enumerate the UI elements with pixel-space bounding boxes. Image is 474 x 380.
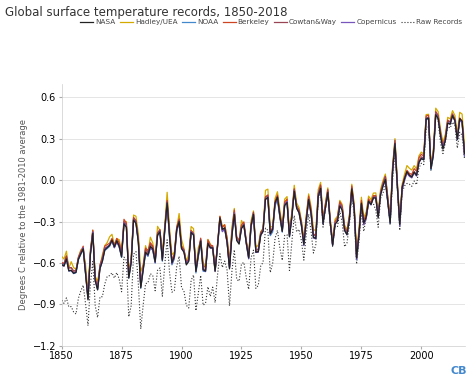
- Copernicus: [375, 215, 381, 220]
- Raw Records: [59, 298, 64, 302]
- Raw Records: [169, 290, 175, 294]
- Raw Records: [138, 327, 144, 331]
- Cowtan&Way: [219, 228, 225, 232]
- Copernicus: [85, 296, 91, 301]
- Cowtan&Way: [169, 259, 175, 263]
- Text: CB: CB: [450, 366, 467, 376]
- NOAA: [383, 177, 388, 182]
- Berkeley: [433, 109, 438, 114]
- NASA: [404, 169, 410, 174]
- Copernicus: [219, 230, 225, 234]
- Cowtan&Way: [59, 261, 64, 266]
- Raw Records: [383, 183, 388, 187]
- NOAA: [219, 228, 225, 233]
- Raw Records: [404, 181, 410, 186]
- NOAA: [169, 263, 175, 267]
- Berkeley: [59, 260, 64, 265]
- Cowtan&Way: [375, 214, 381, 218]
- NASA: [447, 122, 453, 127]
- NASA: [59, 262, 64, 267]
- Hadley/UEA: [462, 144, 467, 148]
- NASA: [219, 227, 225, 231]
- Line: NOAA: NOAA: [62, 115, 465, 299]
- Hadley/UEA: [404, 163, 410, 168]
- Copernicus: [169, 262, 175, 266]
- NASA: [433, 112, 438, 117]
- Hadley/UEA: [85, 291, 91, 295]
- NASA: [169, 261, 175, 265]
- Cowtan&Way: [85, 296, 91, 301]
- NASA: [375, 215, 381, 220]
- Copernicus: [383, 177, 388, 182]
- Line: Hadley/UEA: Hadley/UEA: [62, 108, 465, 293]
- Hadley/UEA: [375, 210, 381, 215]
- Cowtan&Way: [404, 169, 410, 174]
- Hadley/UEA: [169, 253, 175, 257]
- Raw Records: [462, 157, 467, 162]
- Raw Records: [447, 126, 453, 130]
- NASA: [383, 177, 388, 182]
- Copernicus: [447, 122, 453, 127]
- Hadley/UEA: [383, 172, 388, 176]
- Line: Raw Records: Raw Records: [62, 115, 465, 329]
- NOAA: [59, 261, 64, 266]
- NOAA: [433, 112, 438, 117]
- Raw Records: [433, 112, 438, 117]
- Text: Global surface temperature records, 1850-2018: Global surface temperature records, 1850…: [5, 6, 287, 19]
- Berkeley: [447, 120, 453, 124]
- Copernicus: [433, 111, 438, 116]
- Line: Berkeley: Berkeley: [62, 111, 465, 296]
- NOAA: [462, 154, 467, 158]
- Cowtan&Way: [433, 110, 438, 115]
- Cowtan&Way: [383, 174, 388, 179]
- Hadley/UEA: [433, 106, 438, 111]
- Line: Cowtan&Way: Cowtan&Way: [62, 112, 465, 299]
- NASA: [462, 152, 467, 156]
- Y-axis label: Degrees C relative to the 1981-2010 average: Degrees C relative to the 1981-2010 aver…: [19, 119, 28, 310]
- NOAA: [375, 214, 381, 218]
- NOAA: [85, 297, 91, 301]
- Hadley/UEA: [59, 254, 64, 258]
- Berkeley: [462, 152, 467, 156]
- NASA: [85, 298, 91, 302]
- Line: NASA: NASA: [62, 115, 465, 300]
- Copernicus: [404, 171, 410, 176]
- Raw Records: [375, 225, 381, 230]
- Copernicus: [462, 154, 467, 158]
- Legend: NASA, Hadley/UEA, NOAA, Berkeley, Cowtan&Way, Copernicus, Raw Records: NASA, Hadley/UEA, NOAA, Berkeley, Cowtan…: [80, 19, 462, 25]
- Line: Copernicus: Copernicus: [62, 114, 465, 298]
- Berkeley: [169, 258, 175, 263]
- Berkeley: [383, 174, 388, 179]
- NOAA: [404, 169, 410, 174]
- Berkeley: [85, 294, 91, 299]
- Berkeley: [375, 213, 381, 218]
- NOAA: [447, 122, 453, 126]
- Berkeley: [219, 225, 225, 230]
- Cowtan&Way: [462, 152, 467, 157]
- Cowtan&Way: [447, 120, 453, 125]
- Copernicus: [59, 263, 64, 268]
- Hadley/UEA: [447, 117, 453, 121]
- Raw Records: [219, 265, 225, 270]
- Hadley/UEA: [219, 224, 225, 228]
- Berkeley: [404, 168, 410, 173]
